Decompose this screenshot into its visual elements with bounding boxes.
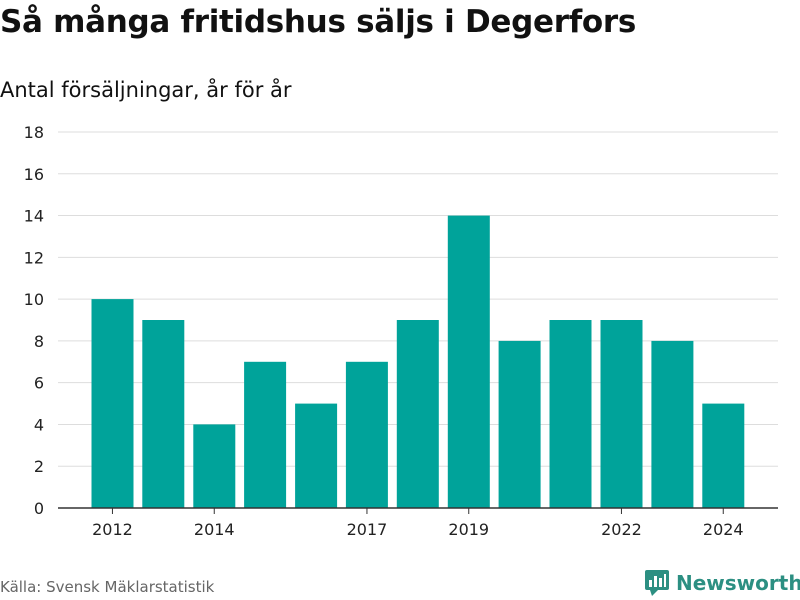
bar — [702, 403, 745, 508]
x-tick-label: 2017 — [347, 520, 388, 539]
y-tick-label: 8 — [34, 332, 44, 351]
x-axis-ticks: 2012 2014 2017 2019 2022 2024 — [92, 508, 744, 539]
y-tick-label: 12 — [24, 248, 44, 267]
x-tick-label: 2024 — [703, 520, 744, 539]
bar — [295, 403, 338, 508]
bar — [600, 320, 643, 508]
bar — [549, 320, 592, 508]
bar — [244, 361, 287, 508]
newsworthy-logo-icon — [645, 570, 669, 596]
x-tick-label: 2022 — [601, 520, 642, 539]
x-tick-label: 2012 — [92, 520, 133, 539]
bar — [498, 340, 541, 508]
x-tick-label: 2019 — [448, 520, 489, 539]
y-tick-label: 14 — [24, 207, 44, 226]
bar — [396, 320, 439, 508]
chart-title: Så många fritidshus säljs i Degerfors — [0, 4, 637, 40]
y-tick-label: 18 — [24, 123, 44, 142]
y-tick-label: 6 — [34, 374, 44, 393]
y-tick-label: 4 — [34, 415, 44, 434]
y-tick-label: 16 — [24, 165, 44, 184]
bar — [91, 299, 134, 508]
bar — [447, 215, 490, 508]
bar — [142, 320, 185, 508]
brand-logo: Newsworthy — [644, 569, 800, 597]
y-tick-label: 0 — [34, 499, 44, 518]
bars — [91, 215, 745, 508]
y-axis-ticks: 0 2 4 6 8 10 12 14 16 18 — [24, 123, 44, 518]
bar — [345, 361, 388, 508]
brand-name: Newsworthy — [676, 571, 800, 595]
x-tick-label: 2014 — [194, 520, 235, 539]
bar — [651, 340, 694, 508]
chart-subtitle: Antal försäljningar, år för år — [0, 78, 292, 102]
y-tick-label: 2 — [34, 457, 44, 476]
bar — [193, 424, 236, 508]
source-note: Källa: Svensk Mäklarstatistik — [0, 578, 215, 596]
y-tick-label: 10 — [24, 290, 44, 309]
